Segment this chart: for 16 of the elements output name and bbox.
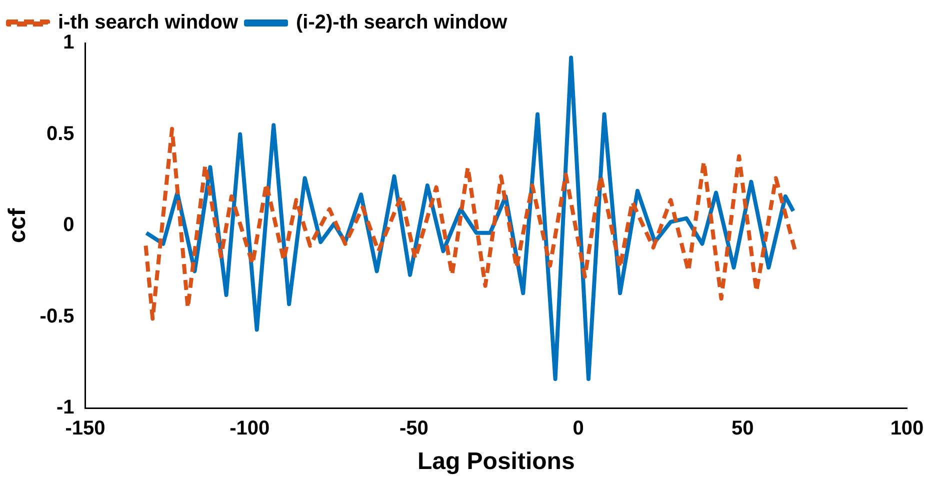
y-axis-title: ccf	[4, 207, 32, 243]
y-tick-label: -1	[56, 396, 74, 419]
legend-label: (i-2)-th search window	[296, 12, 508, 34]
x-tick-label: 100	[890, 418, 924, 440]
x-axis-title: Lag Positions	[417, 448, 575, 476]
legend-label: i-th search window	[58, 12, 238, 34]
y-tick-label: -0.5	[40, 305, 74, 328]
x-tick-label: -100	[230, 418, 270, 440]
x-tick-label: 50	[732, 418, 754, 440]
y-tick-label: 1	[63, 32, 74, 54]
y-tick-label: 0	[63, 214, 74, 236]
line-series	[144, 126, 798, 321]
y-tick-label: 0.5	[46, 122, 74, 145]
x-tick-label: -50	[400, 418, 428, 440]
x-tick-label: -150	[65, 418, 106, 440]
x-tick-label: 0	[572, 418, 584, 440]
